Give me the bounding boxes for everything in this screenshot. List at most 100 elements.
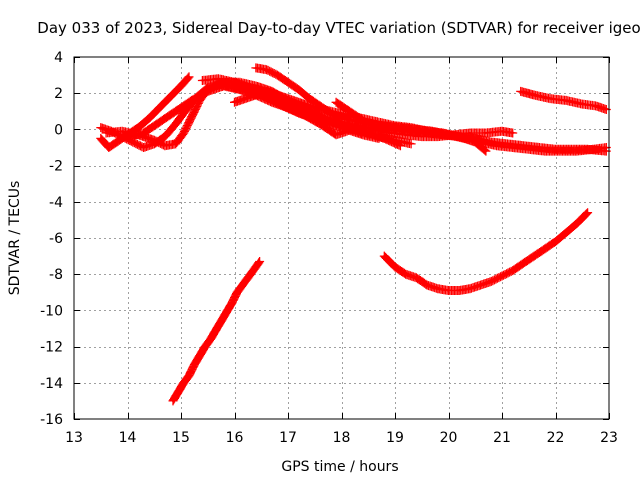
x-tick-label: 23	[600, 430, 618, 446]
data-point	[297, 88, 300, 91]
data-point	[258, 260, 261, 263]
data-point	[203, 345, 207, 348]
x-tick-label: 13	[65, 430, 83, 446]
data-point	[532, 93, 536, 97]
data-point	[519, 90, 522, 93]
data-point	[420, 135, 423, 138]
data-point	[318, 104, 322, 108]
series-arc-9	[337, 117, 518, 142]
data-point	[174, 122, 177, 126]
x-tick-label: 18	[333, 430, 351, 446]
y-tick-label: -10	[40, 303, 63, 319]
data-point	[153, 139, 156, 142]
data-point	[393, 139, 397, 142]
data-point	[99, 126, 103, 129]
data-point	[158, 121, 161, 124]
data-point	[201, 79, 204, 82]
data-point	[565, 231, 568, 234]
data-series	[96, 63, 611, 406]
y-tick-label: -4	[49, 195, 63, 211]
y-tick-label: 2	[54, 86, 63, 102]
y-tick-label: 4	[54, 50, 63, 66]
data-point	[570, 148, 573, 151]
data-point	[219, 320, 223, 323]
x-tick-label: 16	[226, 430, 244, 446]
x-tick-label: 15	[172, 430, 190, 446]
data-point	[142, 146, 145, 149]
data-point	[214, 329, 217, 332]
data-point	[404, 133, 407, 136]
data-point	[554, 148, 557, 151]
data-point	[484, 149, 488, 153]
chart-title: Day 033 of 2023, Sidereal Day-to-day VTE…	[37, 19, 640, 37]
data-point	[99, 137, 103, 140]
data-point	[565, 99, 568, 102]
x-tick-label: 19	[386, 430, 404, 446]
data-point	[340, 121, 343, 124]
data-point	[276, 73, 279, 77]
data-point	[361, 131, 365, 135]
data-point	[334, 101, 338, 104]
data-point	[225, 311, 228, 314]
data-point	[222, 84, 225, 88]
x-tick-label: 22	[547, 430, 565, 446]
data-point	[334, 133, 338, 136]
data-point	[185, 108, 188, 111]
data-point	[345, 108, 349, 111]
data-point	[447, 289, 450, 292]
data-point	[171, 399, 175, 403]
data-point	[217, 77, 220, 80]
y-tick-label: -6	[49, 231, 63, 247]
data-point	[468, 287, 472, 290]
data-point	[254, 66, 258, 70]
data-point	[198, 354, 201, 357]
data-point	[163, 135, 167, 138]
data-point	[490, 140, 493, 144]
data-point	[174, 110, 177, 113]
data-point	[356, 115, 359, 118]
y-tick-label: -8	[49, 267, 63, 283]
data-point	[484, 131, 488, 135]
data-point	[581, 102, 584, 106]
data-point	[187, 374, 191, 377]
data-point	[575, 222, 579, 225]
data-point	[190, 99, 193, 102]
data-point	[147, 117, 151, 120]
data-point	[206, 90, 209, 93]
data-point	[548, 97, 552, 100]
data-point	[182, 131, 185, 135]
data-point	[500, 130, 504, 133]
data-point	[265, 68, 268, 71]
data-point	[383, 254, 386, 258]
data-point	[318, 122, 322, 126]
data-point	[179, 84, 183, 88]
grid-lines	[74, 57, 609, 419]
data-point	[554, 240, 557, 243]
data-point	[190, 115, 193, 118]
data-point	[169, 95, 172, 99]
series-trace	[379, 208, 593, 295]
data-point	[458, 289, 461, 292]
data-point	[174, 142, 177, 146]
data-point	[522, 262, 525, 265]
axis-ticks: 13 14 15 16 17 18 19 20 21 22 23-16-14-12-10-8-6-4…	[40, 50, 618, 446]
series-arc-12	[379, 208, 593, 295]
data-point	[313, 115, 316, 118]
data-point	[126, 135, 129, 138]
data-point	[230, 302, 233, 305]
data-point	[104, 131, 108, 135]
data-point	[377, 135, 381, 138]
data-point	[121, 135, 124, 138]
data-point	[131, 140, 134, 144]
data-point	[605, 108, 608, 111]
plot-frame	[73, 56, 610, 420]
y-tick-label: -16	[40, 412, 63, 428]
data-point	[286, 81, 290, 84]
data-point	[388, 131, 391, 135]
data-point	[605, 149, 608, 153]
data-point	[511, 131, 514, 135]
data-point	[506, 142, 509, 146]
data-point	[474, 137, 477, 140]
